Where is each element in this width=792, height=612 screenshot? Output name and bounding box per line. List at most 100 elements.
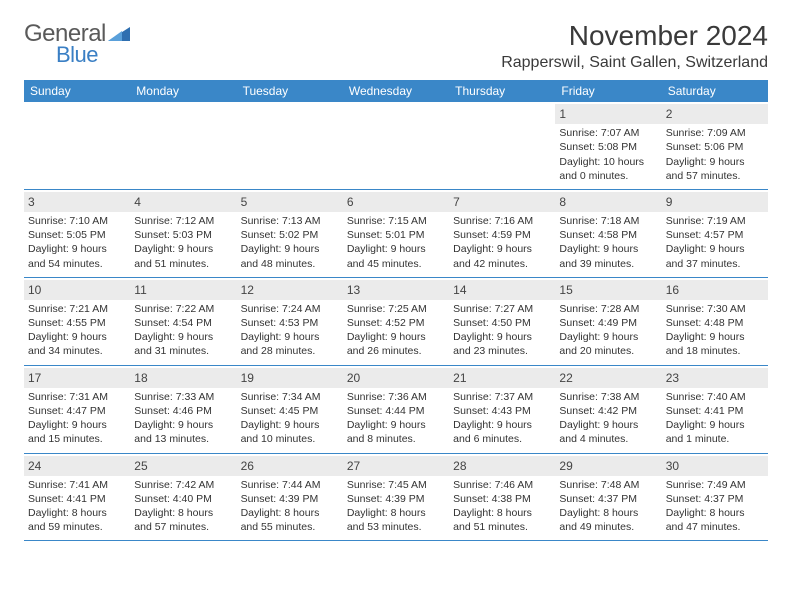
day-cell: 17Sunrise: 7:31 AMSunset: 4:47 PMDayligh… (24, 366, 130, 453)
week-row: 10 Sunrise: 7:21 AMSunset: 4:55 PM Dayligh… (24, 278, 768, 366)
sunrise-text: Sunrise: 7:30 AM (666, 302, 764, 316)
sun-info: Sunrise: 7:22 AMSunset: 4:54 PMDaylight:… (134, 302, 232, 359)
daylight-text: Daylight: 9 hours and 4 minutes. (559, 418, 657, 446)
daylight-text: Daylight: 8 hours and 51 minutes. (453, 506, 551, 534)
day-cell: 19Sunrise: 7:34 AMSunset: 4:45 PMDayligh… (237, 366, 343, 453)
daylight-text: Daylight: 9 hours and 51 minutes. (134, 242, 232, 270)
sunrise-text: Sunrise: 7:45 AM (347, 478, 445, 492)
sunset-text: Sunset: 5:05 PM (28, 228, 126, 242)
sunset-text: Sunset: 4:59 PM (453, 228, 551, 242)
day-cell: 14Sunrise: 7:27 AMSunset: 4:50 PMDayligh… (449, 278, 555, 365)
sunset-text: Sunset: 4:37 PM (559, 492, 657, 506)
sunset-text: Sunset: 4:55 PM (28, 316, 126, 330)
sunrise-text: Sunrise: 7:09 AM (666, 126, 764, 140)
day-cell: 5Sunrise: 7:13 AMSunset: 5:02 PMDaylight… (237, 190, 343, 277)
date-number: 7 (449, 192, 555, 212)
daylight-text: Daylight: 9 hours and 57 minutes. (666, 155, 764, 183)
day-cell: 29Sunrise: 7:48 AMSunset: 4:37 PMDayligh… (555, 454, 661, 541)
sunset-text: Sunset: 5:02 PM (241, 228, 339, 242)
sunset-text: Sunset: 5:08 PM (559, 140, 657, 154)
date-number: 20 (343, 368, 449, 388)
daylight-text: Daylight: 9 hours and 15 minutes. (28, 418, 126, 446)
sun-info: Sunrise: 7:48 AMSunset: 4:37 PMDaylight:… (559, 478, 657, 535)
sunrise-text: Sunrise: 7:48 AM (559, 478, 657, 492)
sunset-text: Sunset: 4:43 PM (453, 404, 551, 418)
sunset-text: Sunset: 4:52 PM (347, 316, 445, 330)
title-block: November 2024 Rapperswil, Saint Gallen, … (501, 20, 768, 72)
date-number: 12 (237, 280, 343, 300)
daylight-text: Daylight: 10 hours and 0 minutes. (559, 155, 657, 183)
sunset-text: Sunset: 4:38 PM (453, 492, 551, 506)
sunrise-text: Sunrise: 7:25 AM (347, 302, 445, 316)
day-cell: 30Sunrise: 7:49 AMSunset: 4:37 PMDayligh… (662, 454, 768, 541)
daylight-text: Daylight: 9 hours and 18 minutes. (666, 330, 764, 358)
date-number: 16 (662, 280, 768, 300)
weekday-header: Sunday Monday Tuesday Wednesday Thursday… (24, 80, 768, 102)
day-cell (130, 102, 236, 189)
day-cell: 16Sunrise: 7:30 AMSunset: 4:48 PMDayligh… (662, 278, 768, 365)
day-cell: 23Sunrise: 7:40 AMSunset: 4:41 PMDayligh… (662, 366, 768, 453)
date-number: 26 (237, 456, 343, 476)
daylight-text: Daylight: 9 hours and 28 minutes. (241, 330, 339, 358)
date-number: 5 (237, 192, 343, 212)
sun-info: Sunrise: 7:30 AMSunset: 4:48 PMDaylight:… (666, 302, 764, 359)
sun-info: Sunrise: 7:27 AMSunset: 4:50 PMDaylight:… (453, 302, 551, 359)
day-cell: 18Sunrise: 7:33 AMSunset: 4:46 PMDayligh… (130, 366, 236, 453)
weekday-thursday: Thursday (449, 80, 555, 102)
date-number: 15 (555, 280, 661, 300)
sunrise-text: Sunrise: 7:22 AM (134, 302, 232, 316)
sunset-text: Sunset: 4:50 PM (453, 316, 551, 330)
day-cell: 2Sunrise: 7:09 AMSunset: 5:06 PMDaylight… (662, 102, 768, 189)
date-number: 30 (662, 456, 768, 476)
sun-info: Sunrise: 7:45 AMSunset: 4:39 PMDaylight:… (347, 478, 445, 535)
sun-info: Sunrise: 7:44 AMSunset: 4:39 PMDaylight:… (241, 478, 339, 535)
sunset-text: Sunset: 4:54 PM (134, 316, 232, 330)
sunrise-text: Sunrise: 7:21 AM (28, 302, 126, 316)
day-cell (343, 102, 449, 189)
weekday-wednesday: Wednesday (343, 80, 449, 102)
day-cell: 28 Sunrise: 7:46 AMSunset: 4:38 PMDayligh… (449, 454, 555, 541)
sun-info: Sunrise: 7:10 AMSunset: 5:05 PMDaylight:… (28, 214, 126, 271)
sunrise-text: Sunrise: 7:28 AM (559, 302, 657, 316)
sunrise-text: Sunrise: 7:18 AM (559, 214, 657, 228)
weekday-monday: Monday (130, 80, 236, 102)
sunset-text: Sunset: 4:53 PM (241, 316, 339, 330)
day-cell: 13Sunrise: 7:25 AMSunset: 4:52 PMDayligh… (343, 278, 449, 365)
sun-info: Sunrise: 7:28 AMSunset: 4:49 PMDaylight:… (559, 302, 657, 359)
sunrise-text: Sunrise: 7:19 AM (666, 214, 764, 228)
day-cell: 6Sunrise: 7:15 AMSunset: 5:01 PMDaylight… (343, 190, 449, 277)
brand-logo: General Blue (24, 20, 130, 68)
daylight-text: Daylight: 9 hours and 37 minutes. (666, 242, 764, 270)
day-cell: 25Sunrise: 7:42 AMSunset: 4:40 PMDayligh… (130, 454, 236, 541)
day-cell: 9Sunrise: 7:19 AMSunset: 4:57 PMDaylight… (662, 190, 768, 277)
sunrise-text: Sunrise: 7:46 AM (453, 478, 551, 492)
sunrise-text: Sunrise: 7:42 AM (134, 478, 232, 492)
date-number: 10 (24, 280, 130, 300)
daylight-text: Daylight: 9 hours and 39 minutes. (559, 242, 657, 270)
daylight-text: Daylight: 9 hours and 13 minutes. (134, 418, 232, 446)
sunrise-text: Sunrise: 7:37 AM (453, 390, 551, 404)
week-row: 24Sunrise: 7:41 AMSunset: 4:41 PMDayligh… (24, 454, 768, 542)
weekday-sunday: Sunday (24, 80, 130, 102)
sunrise-text: Sunrise: 7:40 AM (666, 390, 764, 404)
daylight-text: Daylight: 9 hours and 54 minutes. (28, 242, 126, 270)
date-number: 8 (555, 192, 661, 212)
sun-info: Sunrise: 7:16 AMSunset: 4:59 PMDaylight:… (453, 214, 551, 271)
weekday-saturday: Saturday (662, 80, 768, 102)
sun-info: Sunrise: 7:18 AMSunset: 4:58 PMDaylight:… (559, 214, 657, 271)
sun-info: Sunrise: 7:24 AMSunset: 4:53 PMDaylight:… (241, 302, 339, 359)
daylight-text: Daylight: 9 hours and 10 minutes. (241, 418, 339, 446)
day-cell: 11Sunrise: 7:22 AMSunset: 4:54 PMDayligh… (130, 278, 236, 365)
daylight-text: Daylight: 9 hours and 26 minutes. (347, 330, 445, 358)
sun-info: Sunrise: 7:41 AMSunset: 4:41 PMDaylight:… (28, 478, 126, 535)
sunrise-text: Sunrise: 7:15 AM (347, 214, 445, 228)
day-cell: 21Sunrise: 7:37 AMSunset: 4:43 PMDayligh… (449, 366, 555, 453)
date-number: 21 (449, 368, 555, 388)
day-cell: 24Sunrise: 7:41 AMSunset: 4:41 PMDayligh… (24, 454, 130, 541)
sunrise-text: Sunrise: 7:41 AM (28, 478, 126, 492)
sun-info: Sunrise: 7:13 AMSunset: 5:02 PMDaylight:… (241, 214, 339, 271)
date-number: 28 (449, 456, 555, 476)
sunset-text: Sunset: 5:06 PM (666, 140, 764, 154)
week-row: 17Sunrise: 7:31 AMSunset: 4:47 PMDayligh… (24, 366, 768, 454)
sunset-text: Sunset: 4:44 PM (347, 404, 445, 418)
